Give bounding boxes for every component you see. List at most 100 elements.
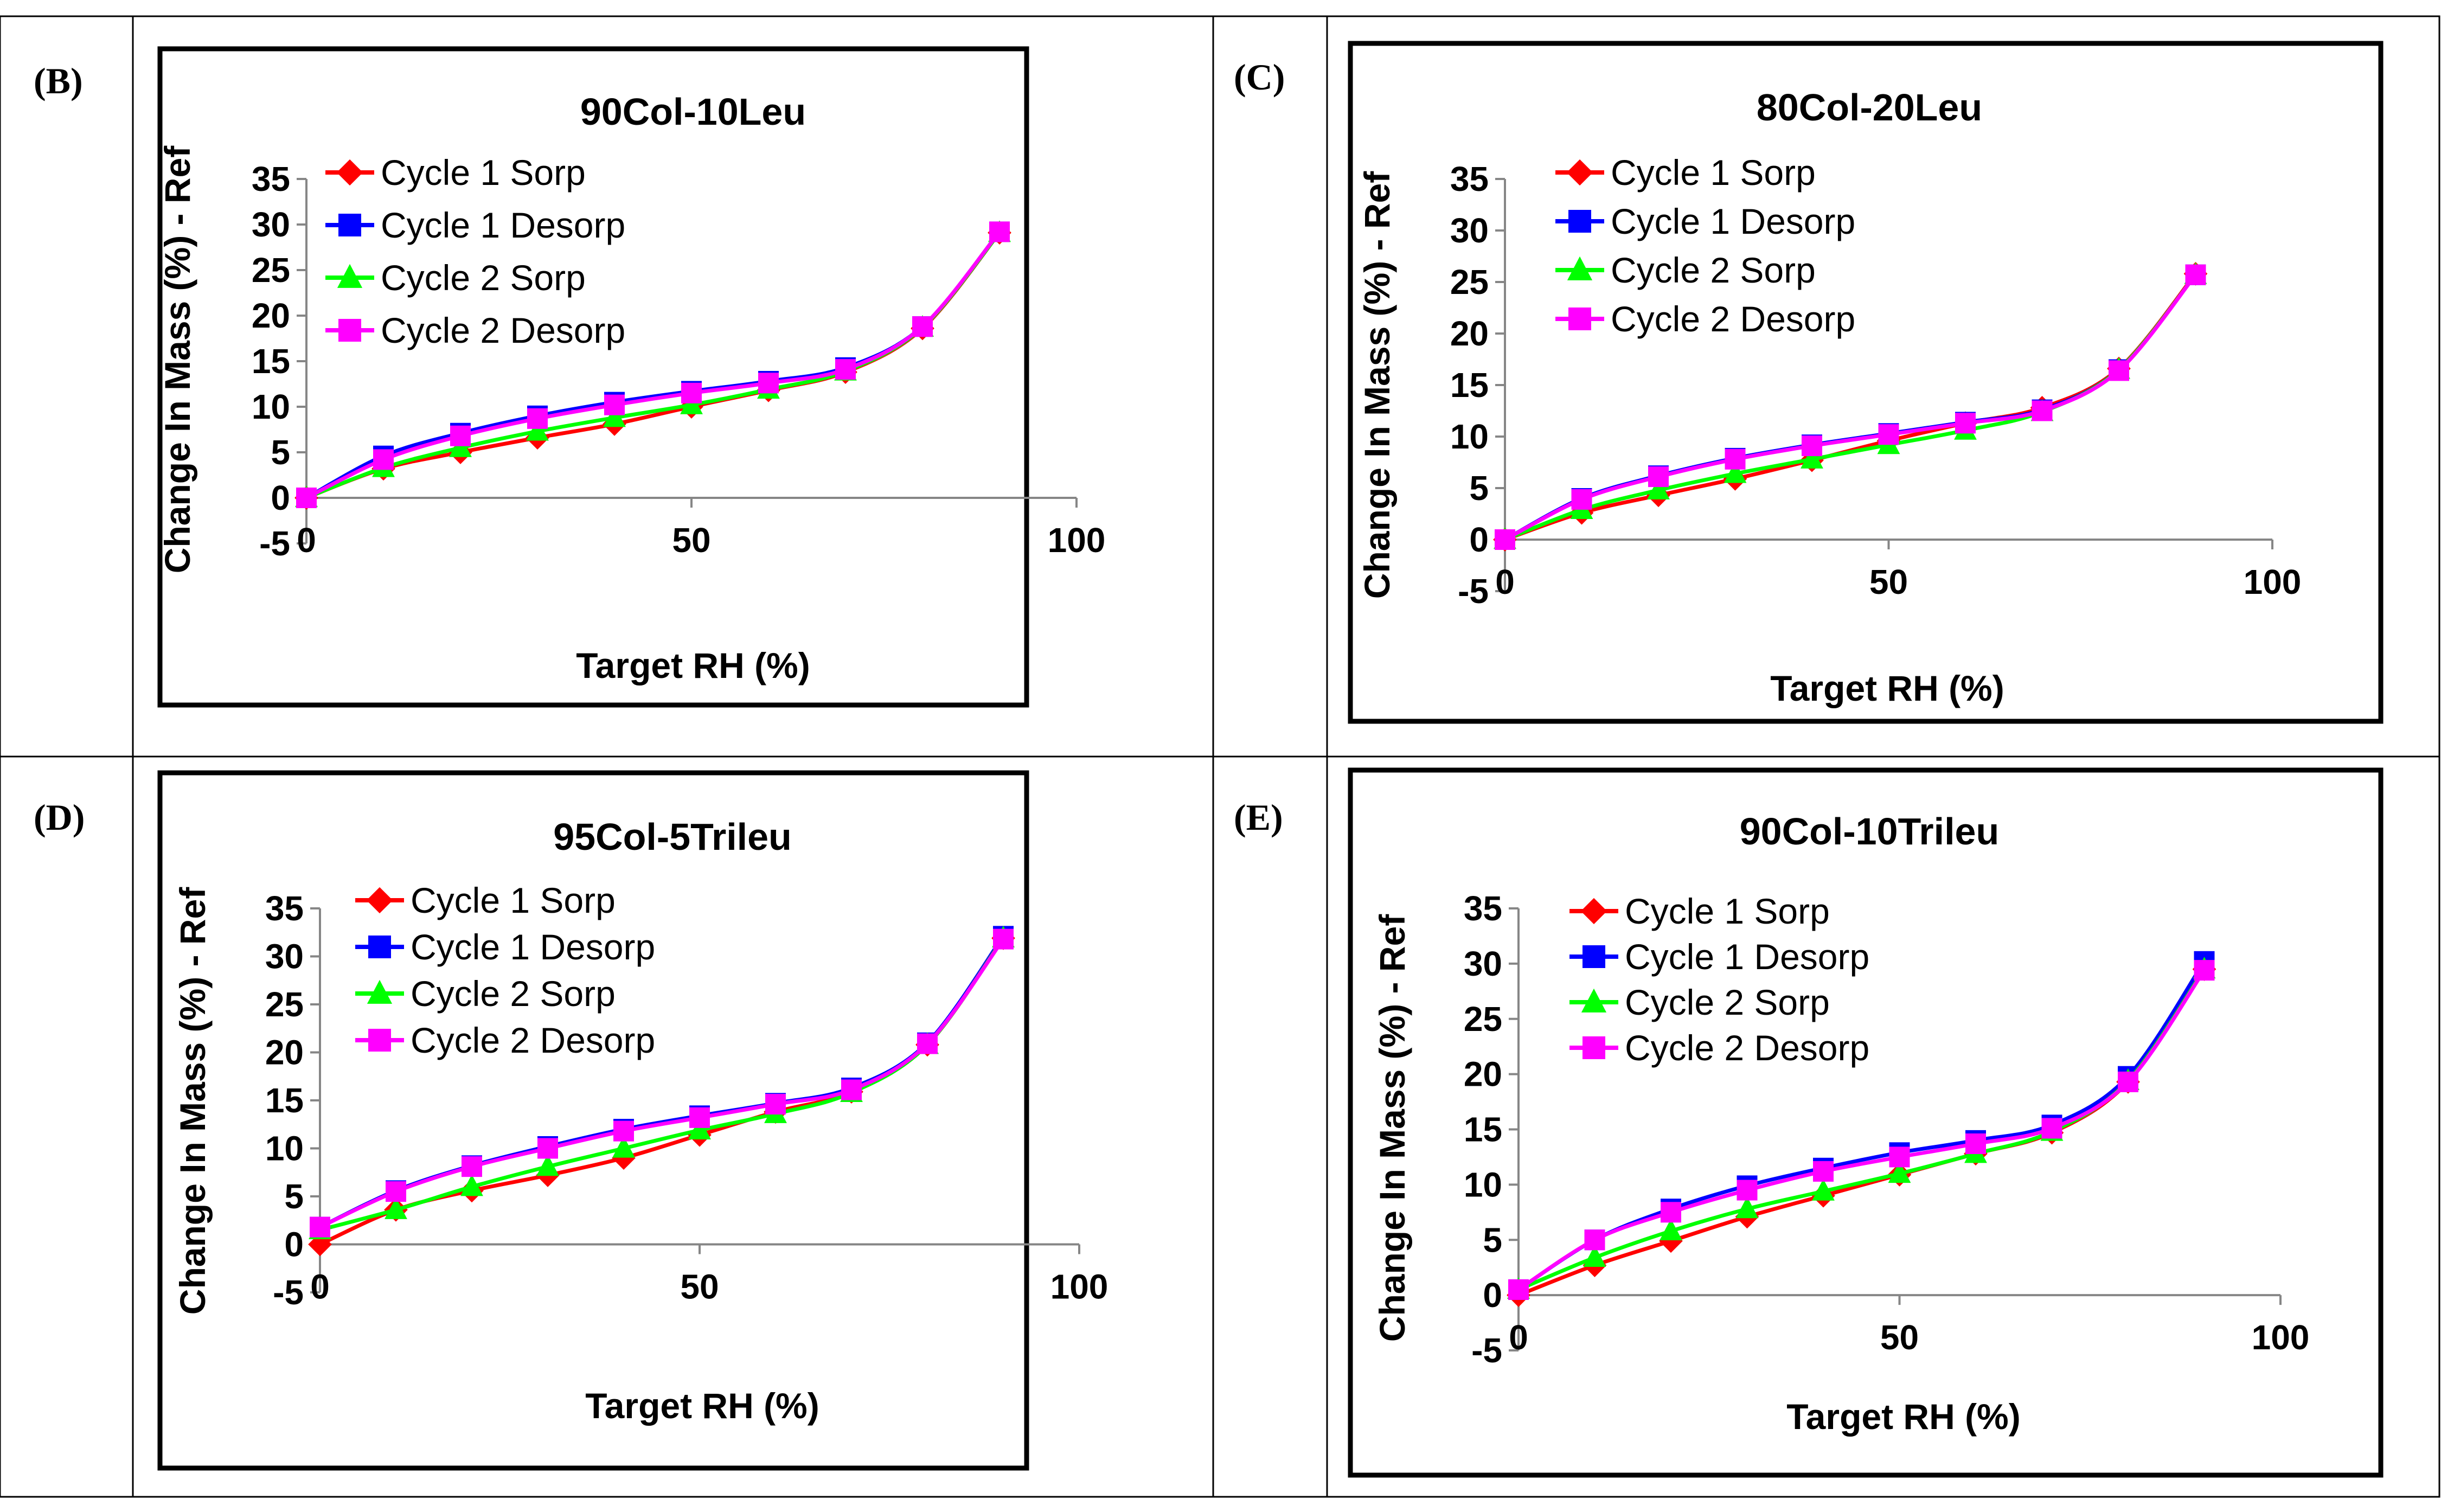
data-point — [993, 928, 1014, 950]
y-tick-label: 35 — [252, 159, 290, 198]
panel-label-d: (D) — [34, 797, 85, 838]
x-axis-label: Target RH (%) — [576, 645, 810, 685]
data-point — [2041, 1118, 2062, 1139]
y-tick-label: 0 — [284, 1225, 304, 1264]
table-grid — [0, 15, 2440, 1498]
x-axis-label: Target RH (%) — [1786, 1396, 2020, 1437]
data-point — [462, 1156, 482, 1177]
y-tick-label: 20 — [265, 1033, 304, 1072]
y-tick-label: 0 — [1483, 1276, 1502, 1315]
y-tick-label: 30 — [1464, 944, 1502, 983]
data-point — [1813, 1161, 1834, 1182]
y-tick-label: 0 — [271, 478, 290, 517]
legend-marker — [1580, 898, 1607, 925]
series-line — [1517, 969, 2206, 1291]
chart-title: 90Col-10Leu — [580, 91, 806, 133]
data-point — [603, 405, 626, 427]
data-point — [1647, 478, 1670, 499]
y-tick-label: 30 — [1450, 211, 1489, 250]
data-point — [1660, 1219, 1682, 1241]
y-tick-label: 10 — [1450, 417, 1489, 456]
data-point — [526, 419, 549, 441]
legend-item: Cycle 1 Sorp — [1569, 891, 1830, 931]
legend-label: Cycle 1 Sorp — [381, 152, 586, 193]
data-point — [1889, 1146, 1910, 1168]
legend-label: Cycle 2 Desorp — [1625, 1028, 1869, 1068]
x-tick-label: 100 — [1050, 1267, 1109, 1306]
panel-label-e: (E) — [1234, 797, 1283, 838]
data-point — [1801, 447, 1823, 469]
legend-item: Cycle 1 Desorp — [325, 205, 625, 245]
data-point — [917, 1033, 938, 1054]
y-tick-label: 25 — [252, 251, 290, 290]
x-tick-label: 50 — [680, 1267, 719, 1306]
data-point — [2118, 1071, 2138, 1092]
legend-item: Cycle 2 Sorp — [355, 973, 616, 1014]
legend-label: Cycle 2 Sorp — [1625, 982, 1830, 1022]
legend-item: Cycle 1 Desorp — [355, 927, 655, 967]
y-axis-label: Change In Mass (%) - Ref — [157, 145, 197, 573]
legend-item: Cycle 2 Sorp — [1555, 250, 1816, 290]
x-axis-label: Target RH (%) — [585, 1386, 819, 1426]
data-point — [460, 1174, 483, 1196]
data-point — [310, 1216, 330, 1238]
data-point — [1888, 1161, 1911, 1183]
data-point — [765, 1094, 786, 1115]
x-tick-label: 100 — [2252, 1318, 2310, 1357]
legend-marker — [1583, 1036, 1605, 1059]
data-point — [912, 316, 933, 337]
series-3 — [1508, 960, 2215, 1300]
series-3 — [296, 221, 1010, 508]
legend-item: Cycle 2 Sorp — [325, 258, 586, 298]
legend-label: Cycle 1 Sorp — [1611, 152, 1816, 193]
y-tick-label: 10 — [1464, 1165, 1502, 1204]
y-tick-label: -5 — [1458, 572, 1489, 611]
y-tick-label: 15 — [252, 342, 290, 381]
x-tick-label: 100 — [2244, 562, 2302, 601]
legend-item: Cycle 2 Desorp — [1569, 1028, 1869, 1068]
data-point — [1583, 1245, 1606, 1267]
legend-label: Cycle 1 Desorp — [1611, 201, 1855, 241]
data-point — [2032, 400, 2053, 421]
x-tick-label: 0 — [1509, 1318, 1528, 1357]
legend-marker — [337, 264, 363, 288]
data-point — [2109, 360, 2129, 381]
legend-marker — [367, 979, 393, 1004]
chart-title: 90Col-10Trileu — [1740, 810, 2000, 853]
panel-label-b: (B) — [34, 60, 83, 101]
data-point — [1735, 1196, 1759, 1219]
legend-item: Cycle 2 Sorp — [1569, 982, 1830, 1022]
y-tick-label: 5 — [271, 433, 290, 472]
legend-label: Cycle 2 Sorp — [411, 973, 616, 1014]
data-point — [385, 1197, 407, 1219]
legend-label: Cycle 1 Desorp — [381, 205, 625, 245]
data-point — [612, 1136, 635, 1158]
legend-marker — [338, 214, 361, 236]
series-line — [1504, 273, 2197, 542]
data-point — [373, 449, 394, 470]
legend-marker — [1567, 256, 1593, 280]
legend-item: Cycle 1 Sorp — [355, 880, 616, 920]
legend-item: Cycle 2 Desorp — [355, 1020, 655, 1060]
y-tick-label: 25 — [265, 985, 304, 1024]
data-point — [688, 1118, 711, 1139]
legend-label: Cycle 2 Desorp — [1611, 299, 1855, 339]
y-tick-label: -5 — [273, 1273, 304, 1312]
x-tick-label: 100 — [1048, 521, 1106, 560]
y-tick-label: 20 — [252, 296, 290, 335]
data-point — [835, 359, 856, 380]
data-point — [1965, 1133, 1986, 1154]
y-axis-label: Change In Mass (%) - Ref — [172, 887, 213, 1315]
y-tick-label: 35 — [1450, 159, 1489, 198]
data-point — [1648, 466, 1669, 488]
x-tick-label: 0 — [297, 521, 316, 560]
data-point — [386, 1181, 406, 1202]
legend-marker — [368, 1029, 391, 1052]
y-tick-label: 30 — [252, 205, 290, 244]
chart-title: 80Col-20Leu — [1757, 86, 1982, 129]
